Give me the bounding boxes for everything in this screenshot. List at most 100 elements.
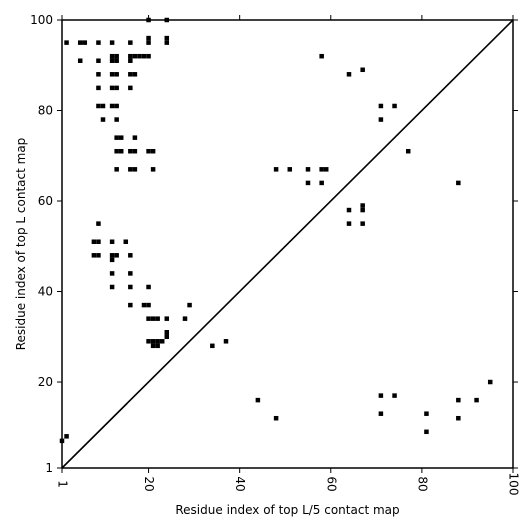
contact-point-top-l bbox=[114, 53, 119, 59]
contact-point-top-l bbox=[128, 72, 133, 77]
contact-point-top-l bbox=[109, 85, 115, 91]
plot-frame bbox=[61, 19, 514, 469]
contact-point-top-l bbox=[360, 207, 365, 213]
x-tick-label: 20 bbox=[142, 476, 156, 491]
contact-point-top-l bbox=[150, 148, 156, 154]
contact-point-top-l bbox=[123, 239, 129, 244]
contact-point-top-l5 bbox=[424, 429, 429, 435]
contact-point-top-l bbox=[146, 53, 151, 59]
contact-point-top-l bbox=[146, 316, 151, 321]
contact-point-top-l bbox=[137, 53, 142, 59]
contact-point-top-l bbox=[109, 284, 115, 290]
contact-point-top-l bbox=[91, 239, 97, 244]
contact-point-top-l bbox=[155, 343, 160, 349]
contact-point-top-l bbox=[150, 343, 156, 349]
contact-point-top-l bbox=[109, 239, 115, 244]
contact-point-top-l bbox=[100, 117, 106, 122]
contact-point-top-l bbox=[132, 72, 138, 77]
contact-point-top-l bbox=[164, 40, 170, 45]
contact-point-top-l bbox=[346, 207, 352, 213]
contact-points bbox=[59, 17, 493, 444]
contact-point-top-l bbox=[223, 339, 229, 344]
contact-point-top-l bbox=[114, 103, 119, 109]
contact-point-top-l bbox=[164, 334, 170, 340]
contact-point-top-l bbox=[132, 53, 138, 59]
contact-point-top-l bbox=[109, 72, 115, 77]
contact-point-top-l bbox=[109, 53, 115, 59]
x-tick-label: 60 bbox=[324, 476, 338, 491]
contact-point-top-l bbox=[128, 53, 133, 59]
contact-point-top-l bbox=[114, 253, 119, 258]
contact-point-top-l bbox=[146, 40, 151, 45]
contact-point-top-l bbox=[287, 167, 293, 172]
x-tick-label: 100 bbox=[507, 473, 521, 496]
contact-point-top-l bbox=[96, 58, 101, 63]
contact-point-top-l bbox=[456, 180, 461, 186]
contact-point-top-l bbox=[96, 239, 101, 244]
contact-point-top-l bbox=[128, 271, 133, 276]
contact-point-top-l bbox=[109, 58, 115, 63]
contact-point-top-l bbox=[109, 40, 115, 45]
contact-point-top-l bbox=[405, 148, 411, 154]
contact-point-top-l bbox=[128, 167, 133, 172]
y-tick-label: 40 bbox=[38, 285, 53, 299]
contact-point-top-l bbox=[378, 103, 384, 109]
contact-point-top-l bbox=[109, 257, 115, 263]
contact-point-top-l bbox=[319, 53, 324, 59]
contact-point-top-l5 bbox=[378, 411, 384, 416]
contact-point-top-l bbox=[146, 35, 151, 41]
contact-point-top-l bbox=[114, 58, 119, 63]
contact-point-top-l bbox=[323, 167, 329, 172]
contact-point-top-l bbox=[96, 85, 101, 91]
contact-point-top-l bbox=[96, 253, 101, 258]
contact-point-top-l5 bbox=[424, 411, 429, 416]
contact-point-top-l bbox=[96, 221, 101, 226]
contact-point-top-l bbox=[109, 253, 115, 258]
contact-point-top-l bbox=[360, 67, 365, 73]
contact-point-top-l bbox=[91, 253, 97, 258]
contact-point-top-l bbox=[114, 135, 119, 140]
contact-point-top-l bbox=[77, 58, 83, 63]
contact-point-top-l bbox=[118, 135, 124, 140]
contact-point-top-l bbox=[146, 339, 151, 344]
contact-point-top-l bbox=[187, 302, 192, 308]
y-tick-label: 100 bbox=[30, 13, 53, 27]
contact-point-top-l bbox=[128, 284, 133, 290]
contact-point-top-l5 bbox=[64, 434, 69, 439]
contact-point-top-l bbox=[114, 167, 119, 172]
contact-point-top-l bbox=[141, 53, 147, 59]
contact-point-top-l bbox=[210, 343, 215, 349]
y-tick-label: 80 bbox=[38, 104, 53, 118]
contact-point-top-l bbox=[96, 103, 101, 109]
contact-point-top-l bbox=[392, 103, 397, 109]
contact-point-top-l bbox=[155, 316, 160, 321]
contact-point-top-l bbox=[114, 72, 119, 77]
contact-point-top-l5 bbox=[273, 415, 279, 421]
contact-point-top-l bbox=[346, 221, 352, 226]
contact-point-top-l bbox=[128, 85, 133, 91]
contact-point-top-l bbox=[319, 167, 324, 172]
contact-point-top-l bbox=[128, 148, 133, 154]
contact-point-top-l bbox=[360, 221, 365, 226]
contact-point-top-l bbox=[319, 180, 324, 186]
diagonal-line bbox=[61, 19, 514, 469]
contact-point-top-l bbox=[114, 85, 119, 91]
contact-point-top-l bbox=[146, 148, 151, 154]
x-tick-label: 40 bbox=[233, 476, 247, 491]
contact-point-top-l bbox=[150, 167, 156, 172]
contact-point-top-l bbox=[96, 72, 101, 77]
y-axis-label: Residue index of top L contact map bbox=[14, 138, 28, 351]
contact-point-top-l bbox=[305, 167, 311, 172]
contact-point-top-l bbox=[132, 148, 138, 154]
contact-point-top-l bbox=[128, 253, 133, 258]
contact-point-top-l bbox=[182, 316, 188, 321]
contact-point-top-l bbox=[109, 103, 115, 109]
contact-point-top-l bbox=[100, 103, 106, 109]
contact-point-top-l bbox=[96, 40, 101, 45]
contact-point-top-l bbox=[77, 40, 83, 45]
contact-point-top-l bbox=[128, 58, 133, 63]
contact-point-top-l bbox=[155, 339, 160, 344]
contact-point-top-l5 bbox=[392, 393, 397, 398]
contact-point-top-l bbox=[132, 167, 138, 172]
